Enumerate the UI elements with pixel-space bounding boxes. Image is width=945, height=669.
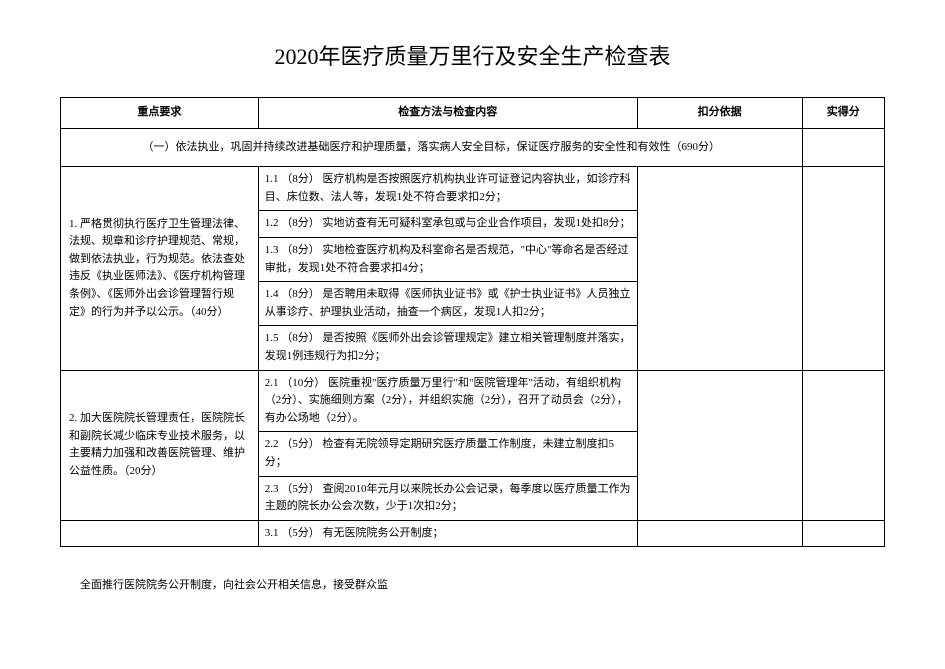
table-row: 3.1 （5分） 有无医院院务公开制度； [61, 520, 885, 547]
section-1-text: （一）依法执业，巩固并持续改进基础医疗和护理质量，落实病人安全目标，保证医疗服务… [61, 128, 803, 167]
methods-3: 3.1 （5分） 有无医院院务公开制度； [258, 520, 637, 547]
page-title: 2020年医疗质量万里行及安全生产检查表 [60, 40, 885, 73]
header-method: 检查方法与检查内容 [258, 98, 637, 129]
method-2-3: 2.3 （5分） 查阅2010年元月以来院长办公会记录，每季度以医疗质量工作为主… [259, 477, 637, 520]
header-row: 重点要求 检查方法与检查内容 扣分依据 实得分 [61, 98, 885, 129]
method-1-2: 1.2 （8分） 实地访查有无可疑科室承包或与企业合作项目，发现1处扣8分； [259, 211, 637, 238]
table-row: 2. 加大医院院长管理责任，医院院长和副院长减少临床专业技术服务，以主要精力加强… [61, 370, 885, 520]
method-2-2: 2.2 （5分） 检查有无院领导定期研究医疗质量工作制度，未建立制度扣5分； [259, 432, 637, 476]
requirement-2: 2. 加大医院院长管理责任，医院院长和副院长减少临床专业技术服务，以主要精力加强… [61, 370, 259, 520]
footer-text: 全面推行医院院务公开制度，向社会公开相关信息，接受群众监 [60, 577, 885, 595]
header-score: 实得分 [802, 98, 884, 129]
inspection-table: 重点要求 检查方法与检查内容 扣分依据 实得分 （一）依法执业，巩固并持续改进基… [60, 97, 885, 547]
method-1-5: 1.5 （8分） 是否按照《医师外出会诊管理规定》建立相关管理制度并落实，发现1… [259, 326, 637, 369]
basis-1 [637, 167, 802, 370]
method-1-3: 1.3 （8分） 实地检查医疗机构及科室命名是否规范，"中心"等命名是否经过审批… [259, 238, 637, 282]
table-row: 1. 严格贯彻执行医疗卫生管理法律、法规、规章和诊疗护理规范、常规，做到依法执业… [61, 167, 885, 370]
header-basis: 扣分依据 [637, 98, 802, 129]
method-1-1: 1.1 （8分） 医疗机构是否按照医疗机构执业许可证登记内容执业，如诊疗科目、床… [259, 167, 637, 211]
method-3-1: 3.1 （5分） 有无医院院务公开制度； [259, 521, 637, 547]
section-1-score [802, 128, 884, 167]
score-2 [802, 370, 884, 520]
score-3 [802, 520, 884, 547]
basis-2 [637, 370, 802, 520]
methods-2: 2.1 （10分） 医院重视"医疗质量万里行"和"医院管理年"活动，有组织机构（… [258, 370, 637, 520]
basis-3 [637, 520, 802, 547]
header-requirement: 重点要求 [61, 98, 259, 129]
methods-1: 1.1 （8分） 医疗机构是否按照医疗机构执业许可证登记内容执业，如诊疗科目、床… [258, 167, 637, 370]
section-row-1: （一）依法执业，巩固并持续改进基础医疗和护理质量，落实病人安全目标，保证医疗服务… [61, 128, 885, 167]
requirement-1: 1. 严格贯彻执行医疗卫生管理法律、法规、规章和诊疗护理规范、常规，做到依法执业… [61, 167, 259, 370]
method-1-4: 1.4 （8分） 是否聘用未取得《医师执业证书》或《护士执业证书》人员独立从事诊… [259, 282, 637, 326]
method-2-1: 2.1 （10分） 医院重视"医疗质量万里行"和"医院管理年"活动，有组织机构（… [259, 371, 637, 433]
requirement-3 [61, 520, 259, 547]
score-1 [802, 167, 884, 370]
